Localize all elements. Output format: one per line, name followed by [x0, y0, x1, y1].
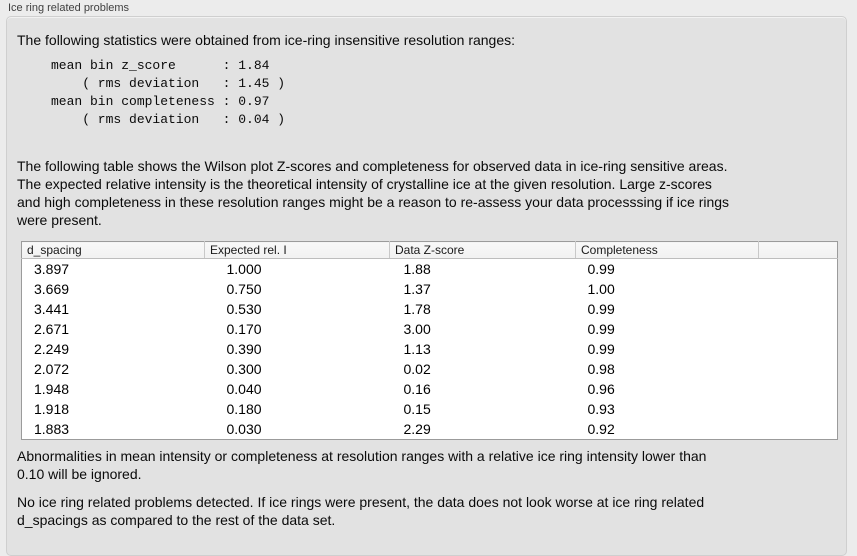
table-cell: 0.030: [226, 421, 262, 437]
column-header-d-spacing[interactable]: d_spacing: [21, 241, 205, 259]
table-cell: 0.02: [403, 361, 431, 377]
table-cell: 2.249: [34, 341, 70, 357]
table-cell: 0.750: [226, 281, 262, 297]
table-cell: 0.180: [226, 401, 262, 417]
table-cell-filler: [759, 339, 838, 359]
table-row[interactable]: 2.671 0.170 3.00 0.99: [22, 319, 838, 339]
column-header-completeness[interactable]: Completeness: [575, 241, 759, 259]
table-cell: 0.390: [226, 341, 262, 357]
ice-ring-table-body: 3.897 1.000 1.88 0.99 3.669 0.750 1.37 1.00 3.44…: [22, 259, 838, 440]
table-row[interactable]: 3.669 0.750 1.37 1.00: [22, 279, 838, 299]
table-row[interactable]: 1.948 0.040 0.16 0.96: [22, 379, 838, 399]
stats-intro-text: The following statistics were obtained f…: [17, 32, 516, 48]
table-cell: 1.000: [226, 261, 262, 277]
table-row[interactable]: 1.883 0.030 2.29 0.92: [22, 419, 838, 440]
table-cell: 0.99: [587, 341, 615, 357]
table-cell: 0.300: [226, 361, 262, 377]
table-cell-filler: [759, 419, 838, 440]
table-cell: 0.15: [403, 401, 431, 417]
table-cell: 1.88: [403, 261, 431, 277]
table-cell: 0.16: [403, 381, 431, 397]
table-row[interactable]: 3.441 0.530 1.78 0.99: [22, 299, 838, 319]
table-cell: 0.98: [587, 361, 615, 377]
table-cell-filler: [759, 259, 838, 280]
table-cell: 3.441: [34, 301, 70, 317]
table-row[interactable]: 3.897 1.000 1.88 0.99: [22, 259, 838, 280]
table-cell: 1.37: [403, 281, 431, 297]
conclusion-text: No ice ring related problems detected. I…: [17, 494, 705, 528]
ignore-threshold-note: Abnormalities in mean intensity or compl…: [17, 448, 707, 482]
table-row[interactable]: 1.918 0.180 0.15 0.93: [22, 399, 838, 419]
ice-ring-table[interactable]: d_spacing Expected rel. I Data Z-score C…: [21, 241, 838, 440]
table-cell: 0.96: [587, 381, 615, 397]
table-cell: 1.78: [403, 301, 431, 317]
ice-ring-panel: The following statistics were obtained f…: [6, 16, 847, 556]
table-cell: 3.00: [403, 321, 431, 337]
table-row[interactable]: 2.072 0.300 0.02 0.98: [22, 359, 838, 379]
table-cell: 2.29: [403, 421, 431, 437]
table-cell: 3.669: [34, 281, 70, 297]
table-cell: 0.040: [226, 381, 262, 397]
table-cell: 1.948: [34, 381, 70, 397]
stats-summary-block: mean bin z_score : 1.84 ( rms deviation …: [51, 58, 286, 127]
table-cell-filler: [759, 399, 838, 419]
table-cell-filler: [759, 359, 838, 379]
table-cell: 0.99: [587, 301, 615, 317]
table-cell: 0.92: [587, 421, 615, 437]
table-cell-filler: [759, 299, 838, 319]
column-header-data-z-score[interactable]: Data Z-score: [389, 241, 576, 259]
table-cell: 2.072: [34, 361, 70, 377]
table-cell: 1.00: [587, 281, 615, 297]
table-cell: 1.883: [34, 421, 70, 437]
table-cell-filler: [759, 279, 838, 299]
table-row[interactable]: 2.249 0.390 1.13 0.99: [22, 339, 838, 359]
table-cell: 0.93: [587, 401, 615, 417]
table-cell: 0.99: [587, 321, 615, 337]
table-cell: 1.13: [403, 341, 431, 357]
table-cell-filler: [759, 319, 838, 339]
table-cell: 2.671: [34, 321, 70, 337]
table-intro-text: The following table shows the Wilson plo…: [17, 158, 730, 228]
table-cell: 0.530: [226, 301, 262, 317]
column-header-expected-rel-i[interactable]: Expected rel. I: [204, 241, 390, 259]
table-cell: 0.170: [226, 321, 262, 337]
table-cell: 3.897: [34, 261, 70, 277]
panel-title: Ice ring related problems: [8, 2, 130, 14]
table-header-row: d_spacing Expected rel. I Data Z-score C…: [21, 241, 838, 259]
table-cell: 1.918: [34, 401, 70, 417]
table-cell: 0.99: [587, 261, 615, 277]
table-cell-filler: [759, 379, 838, 399]
column-header-filler: [758, 241, 838, 259]
